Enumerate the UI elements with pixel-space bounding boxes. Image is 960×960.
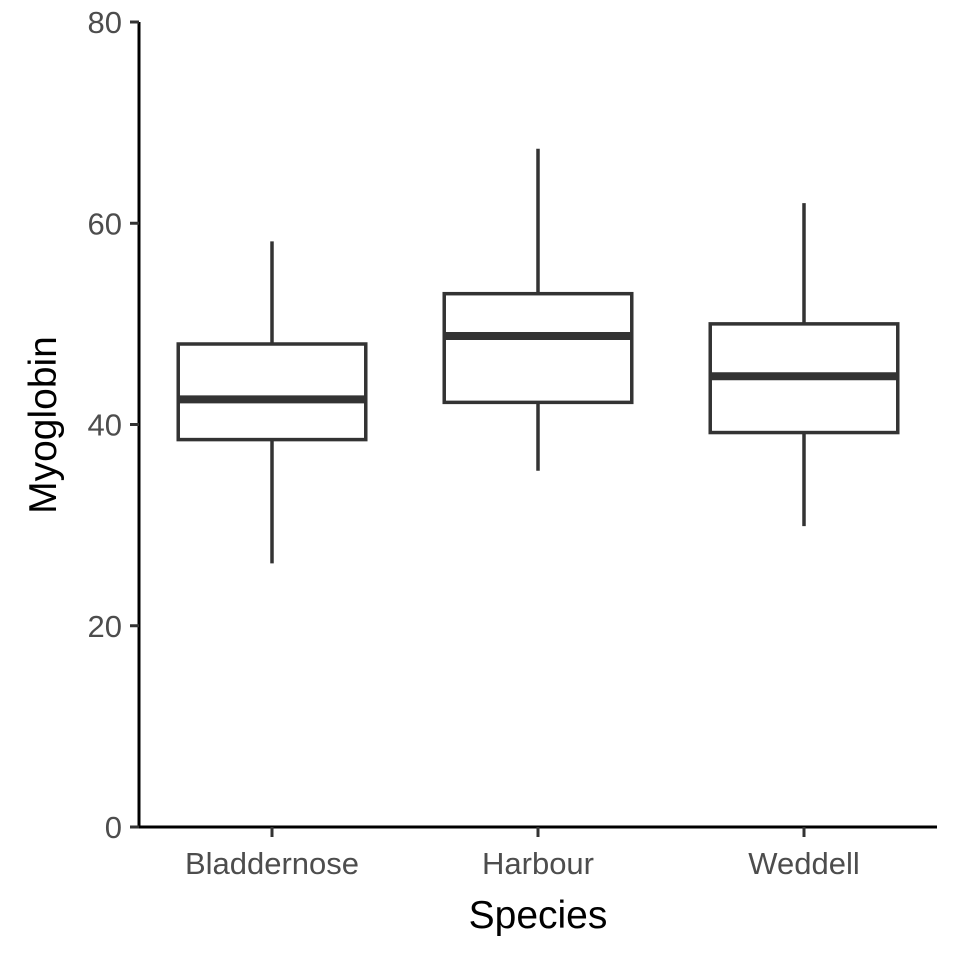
box-iqr	[442, 291, 634, 405]
box-bladdernose	[176, 241, 368, 564]
y-tick-label: 0	[105, 810, 122, 845]
y-axis-ticks: 0 20 40 60 80	[88, 5, 139, 845]
x-tick-label: Weddell	[748, 846, 859, 881]
y-tick-label: 60	[88, 206, 122, 241]
box-weddell	[708, 203, 900, 527]
x-tick-label: Bladdernose	[185, 846, 359, 881]
y-axis-title: Myoglobin	[22, 336, 65, 514]
x-tick-label: Harbour	[482, 846, 594, 881]
x-axis-title: Species	[469, 894, 608, 937]
box-iqr	[176, 342, 368, 442]
y-tick-label: 80	[88, 5, 122, 40]
x-axis-ticks: Bladdernose Harbour Weddell	[185, 827, 860, 881]
boxes-layer	[176, 148, 900, 564]
y-tick-label: 20	[88, 609, 122, 644]
y-tick-label: 40	[88, 408, 122, 443]
box-harbour	[442, 148, 634, 471]
